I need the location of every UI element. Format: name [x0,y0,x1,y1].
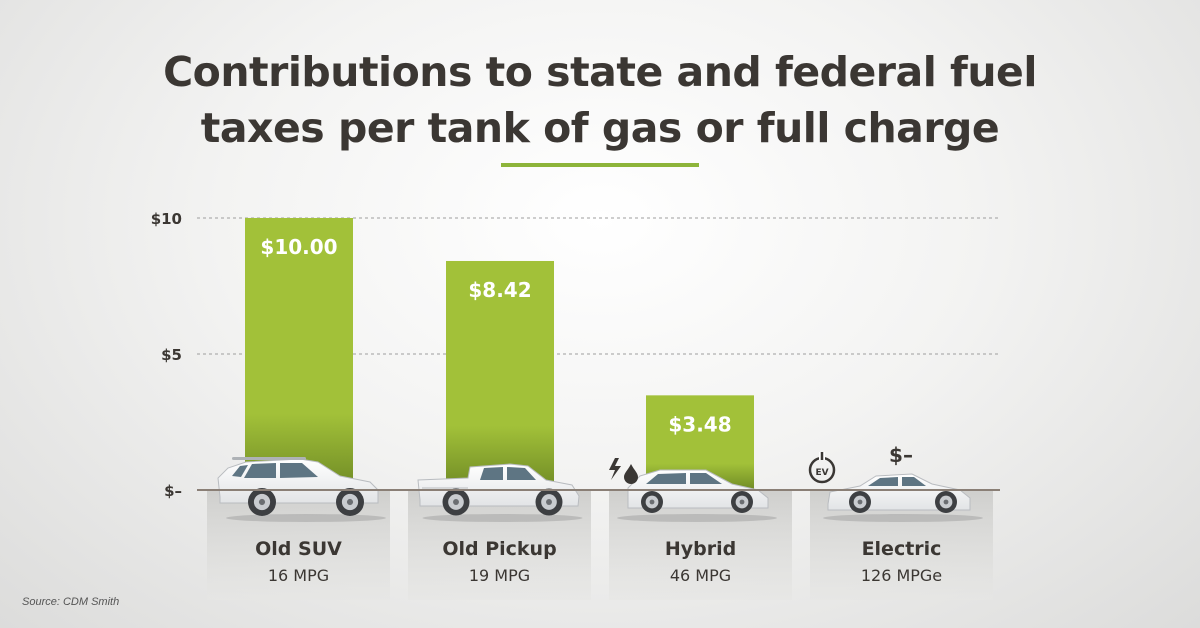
category-subtitle: 16 MPG [268,566,329,585]
category-label: Electric [862,538,942,560]
data-label: $– [889,443,913,467]
category-label: Old SUV [255,538,342,560]
category-subtitle: 46 MPG [670,566,731,585]
chart-title-line-2: taxes per tank of gas or full charge [200,104,1000,152]
pickup-truck-icon [417,463,583,522]
lightning-fuel-icon [609,458,638,484]
category-label: Old Pickup [442,538,556,560]
ev-plug-icon: EV [808,452,836,484]
bar [245,218,353,490]
bar [446,260,554,490]
category-subtitle: 19 MPG [469,566,530,585]
source-note: Source: CDM Smith [22,596,120,608]
title-underline [501,163,699,167]
category-label: Hybrid [665,538,736,560]
category-subtitle: 126 MPGe [861,566,942,585]
data-label: $3.48 [668,412,731,436]
chart-title: Contributions to state and federal fuel … [0,44,1200,156]
y-tick-label: $10 [151,210,182,228]
chart-title-line-1: Contributions to state and federal fuel [163,48,1037,96]
y-tick-label: $5 [161,346,182,364]
data-label: $8.42 [468,278,531,302]
ev-text: EV [815,468,828,478]
data-label: $10.00 [260,235,337,259]
y-tick-label: $– [164,482,182,500]
sedan-icon [823,473,983,522]
suv-icon [217,457,386,522]
fuel-drop-icon [624,464,638,484]
hatchback-icon [617,469,777,522]
lightning-icon [609,458,621,480]
